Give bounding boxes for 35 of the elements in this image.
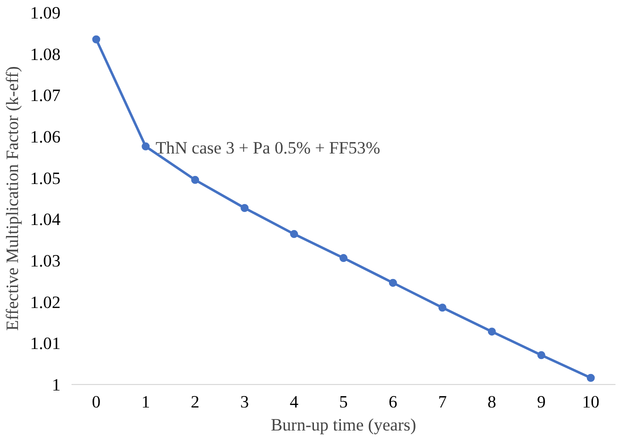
y-tick-label: 1.09 xyxy=(30,4,61,22)
y-tick-label: 1.08 xyxy=(30,44,61,64)
x-tick-label: 4 xyxy=(290,392,299,412)
y-tick-label: 1.05 xyxy=(30,168,61,188)
y-tick-label: 1.03 xyxy=(30,252,61,270)
point xyxy=(388,278,397,287)
point xyxy=(488,328,496,336)
point xyxy=(142,142,150,150)
x-tick-label: 7 xyxy=(438,392,448,412)
x-axis-title: Burn-up time (years) xyxy=(270,416,416,434)
point xyxy=(92,35,100,44)
x-tick-label: 2 xyxy=(190,392,200,412)
annotation: ThN case 3 + Pa 0.5% + FF53% xyxy=(156,138,380,158)
y-tick-label: 1 xyxy=(52,376,61,394)
y-axis-title: Effective Multiplication Factor (k-eff) xyxy=(3,66,22,331)
point xyxy=(290,230,298,238)
point xyxy=(537,351,546,360)
point xyxy=(438,304,446,312)
x-tick-label: 6 xyxy=(388,392,398,412)
y-tick-label: 1.02 xyxy=(30,292,61,312)
point xyxy=(586,374,595,382)
x-tick-label: 0 xyxy=(92,392,101,412)
x-tick-label: 10 xyxy=(582,392,600,412)
x-tick-label: 3 xyxy=(240,392,249,412)
point xyxy=(340,254,348,262)
y-tick-label: 1.06 xyxy=(30,128,61,146)
point xyxy=(191,176,200,184)
x-tick-label: 5 xyxy=(339,392,348,412)
y-tick-label: 1.04 xyxy=(30,210,61,230)
y-tick-label: 1.01 xyxy=(30,334,61,354)
x-tick-label: 9 xyxy=(536,392,546,412)
x-tick-label: 8 xyxy=(488,392,496,412)
point xyxy=(240,204,249,212)
x-tick-label: 1 xyxy=(141,392,150,412)
y-tick-label: 1.07 xyxy=(30,86,61,106)
